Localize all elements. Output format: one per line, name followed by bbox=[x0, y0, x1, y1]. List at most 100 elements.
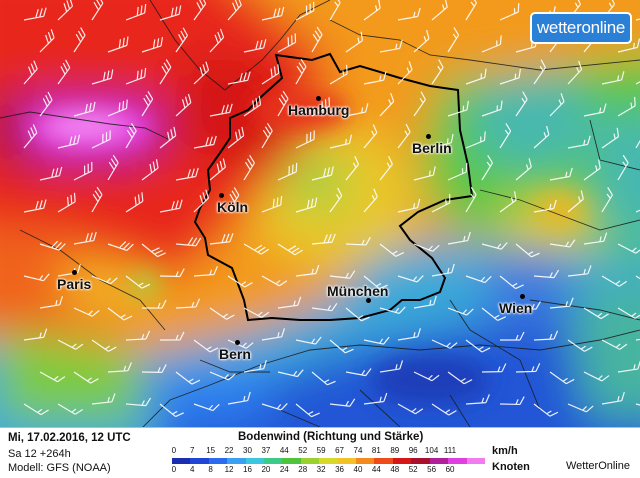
wind-barb-icon bbox=[159, 331, 185, 341]
city-label-hamburg[interactable]: Hamburg bbox=[288, 102, 350, 118]
wind-barb-icon bbox=[413, 91, 426, 117]
wind-barb-icon bbox=[295, 264, 320, 277]
wind-barb-icon bbox=[193, 135, 217, 149]
map-footer: Mi, 17.02.2016, 12 UTC Sa 12 +264h Model… bbox=[0, 427, 640, 478]
wind-barb-icon bbox=[227, 0, 242, 21]
wind-barb-icon bbox=[193, 0, 207, 21]
wind-barb-icon bbox=[141, 36, 164, 53]
legend-kmh-tick: 22 bbox=[224, 446, 234, 455]
wind-barb-icon bbox=[329, 134, 353, 149]
wind-barb-icon bbox=[465, 394, 490, 405]
wind-barb-icon bbox=[243, 243, 270, 255]
city-label-muenchen[interactable]: München bbox=[327, 283, 389, 299]
wind-barb-icon bbox=[73, 27, 86, 53]
wind-barb-icon bbox=[549, 371, 575, 385]
wind-barb-icon bbox=[73, 231, 97, 245]
wind-barb-icon bbox=[363, 392, 388, 405]
wind-barb-icon bbox=[379, 360, 404, 373]
legend-knot-tick: 8 bbox=[208, 465, 213, 474]
legend-swatch bbox=[282, 458, 301, 464]
wind-barb-icon bbox=[465, 275, 492, 284]
wind-map[interactable]: wetteronline Hamburg Berlin Köln Paris M… bbox=[0, 0, 640, 427]
wind-barb-icon bbox=[261, 6, 285, 21]
legend-swatch bbox=[411, 458, 430, 464]
wind-barb-icon bbox=[617, 307, 640, 319]
wind-barb-icon bbox=[91, 393, 116, 405]
wind-barb-icon bbox=[549, 297, 574, 309]
wind-barb-icon bbox=[91, 130, 111, 149]
wind-barb-icon bbox=[243, 39, 267, 53]
wind-barb-icon bbox=[261, 64, 280, 85]
brand-text: WetterOnline bbox=[566, 460, 630, 472]
wind-barb-icon bbox=[345, 156, 360, 181]
wind-barb-icon bbox=[91, 339, 117, 352]
wind-barb-icon bbox=[499, 68, 521, 85]
legend-title: Bodenwind (Richtung und Stärke) bbox=[238, 431, 424, 443]
legend-knot-tick: 56 bbox=[427, 465, 437, 474]
wind-barb-icon bbox=[23, 273, 50, 282]
wind-barb-icon bbox=[73, 101, 96, 117]
wind-barb-icon bbox=[227, 275, 253, 288]
wind-barb-icon bbox=[379, 92, 395, 117]
wind-barb-icon bbox=[91, 186, 103, 213]
wind-barb-icon bbox=[345, 103, 369, 117]
wind-barb-icon bbox=[583, 232, 608, 245]
legend-swatch bbox=[392, 458, 412, 464]
wind-barb-icon bbox=[515, 362, 541, 373]
wind-barb-icon bbox=[481, 35, 502, 53]
city-label-koeln[interactable]: Köln bbox=[217, 199, 249, 215]
wind-field-layer bbox=[0, 0, 640, 427]
wind-barb-icon bbox=[447, 163, 468, 181]
wind-barb-icon bbox=[515, 301, 541, 310]
legend-swatch bbox=[374, 458, 393, 464]
wind-barb-icon bbox=[39, 296, 63, 309]
wind-barb-icon bbox=[431, 339, 458, 349]
legend-knot-tick: 12 bbox=[224, 465, 234, 474]
wind-barb-icon bbox=[295, 130, 315, 149]
wind-barb-icon bbox=[125, 275, 151, 289]
wind-barb-icon bbox=[635, 6, 640, 21]
city-dot-bern bbox=[235, 340, 240, 345]
wind-barb-icon bbox=[23, 7, 47, 21]
legend-swatch bbox=[466, 458, 485, 464]
wind-barb-icon bbox=[431, 193, 451, 213]
city-label-berlin[interactable]: Berlin bbox=[412, 140, 452, 156]
wind-barb-icon bbox=[39, 166, 63, 181]
wind-barb-icon bbox=[447, 27, 460, 53]
wind-barb-icon bbox=[635, 275, 640, 288]
wind-barb-icon bbox=[311, 26, 323, 53]
city-label-wien[interactable]: Wien bbox=[499, 300, 533, 316]
wind-barb-icon bbox=[431, 59, 444, 85]
wind-barb-icon bbox=[295, 1, 315, 21]
wind-barb-icon bbox=[583, 103, 607, 117]
wind-barb-icon bbox=[533, 59, 546, 85]
wind-barb-icon bbox=[193, 189, 210, 213]
wind-barb-icon bbox=[73, 371, 99, 384]
city-label-bern[interactable]: Bern bbox=[219, 346, 251, 362]
wind-barb-icon bbox=[209, 307, 235, 320]
legend-knot-tick: 60 bbox=[445, 465, 455, 474]
wind-barb-icon bbox=[601, 71, 625, 85]
wind-barb-icon bbox=[431, 0, 448, 21]
wind-barb-icon bbox=[243, 95, 262, 117]
wetteronline-logo[interactable]: wetteronline bbox=[530, 12, 632, 44]
wind-barb-icon bbox=[125, 67, 147, 85]
wind-barb-icon bbox=[23, 199, 47, 213]
wind-barb-icon bbox=[533, 269, 560, 279]
wind-barb-icon bbox=[107, 362, 132, 373]
legend-knot-tick: 44 bbox=[371, 465, 381, 474]
model-info: Modell: GFS (NOAA) bbox=[8, 462, 111, 474]
wind-barb-icon bbox=[397, 403, 424, 415]
wind-barb-icon bbox=[397, 61, 413, 85]
city-dot-berlin bbox=[426, 134, 431, 139]
wind-barb-icon bbox=[481, 363, 507, 373]
wind-barb-icon bbox=[635, 122, 640, 149]
wind-barb-icon bbox=[465, 131, 486, 149]
wind-barb-icon bbox=[481, 100, 503, 117]
wind-barb-icon bbox=[329, 270, 356, 279]
city-label-paris[interactable]: Paris bbox=[57, 276, 92, 292]
unit-kmh: km/h bbox=[492, 445, 518, 457]
wind-barb-icon bbox=[125, 122, 137, 149]
wind-barb-icon bbox=[481, 155, 493, 181]
wind-barb-icon bbox=[277, 90, 289, 117]
